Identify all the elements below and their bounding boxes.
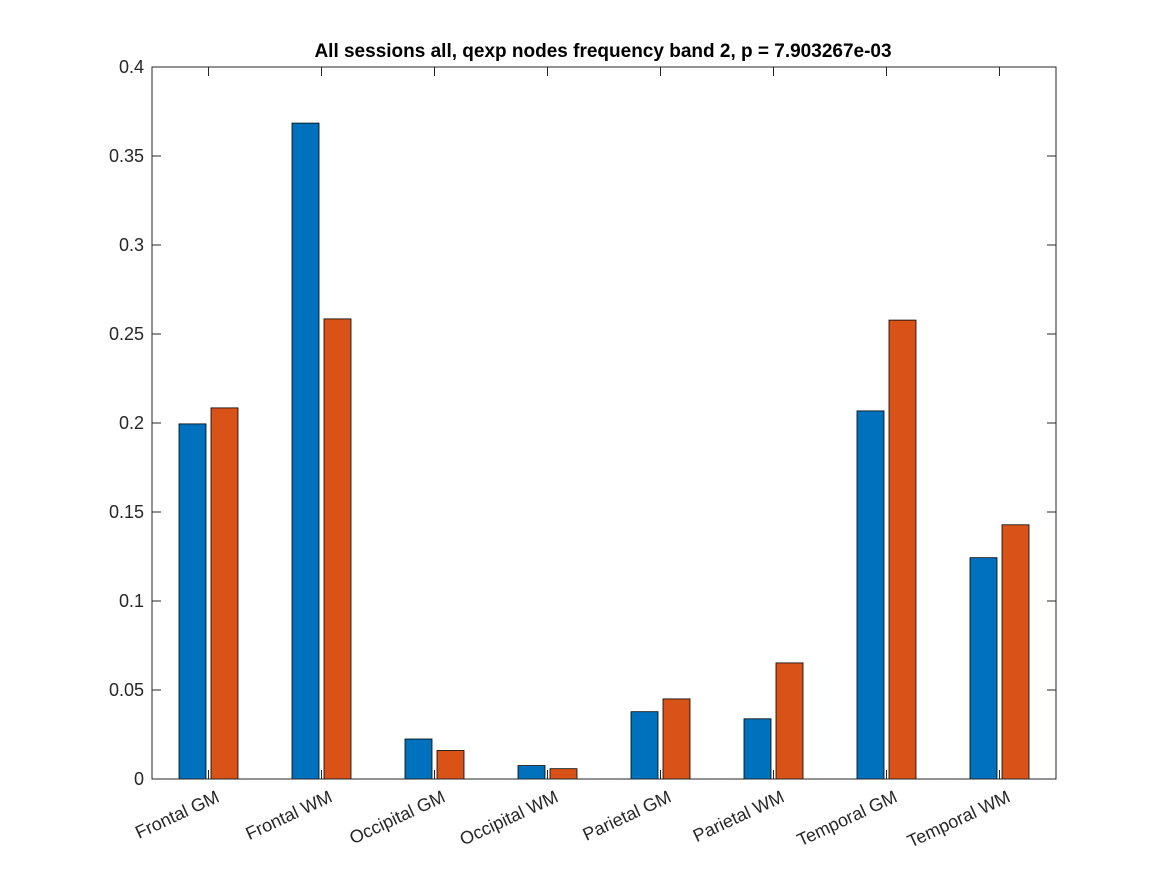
y-tick-label: 0.1 [119, 591, 144, 611]
bar-series-1-3 [517, 765, 546, 780]
bar-series-1-4 [630, 711, 659, 780]
y-tick-label: 0 [134, 769, 144, 789]
y-tick-label: 0.05 [109, 680, 144, 700]
bar-series-2-0 [210, 407, 239, 780]
chart-title: All sessions all, qexp nodes frequency b… [314, 41, 891, 62]
bar-series-2-3 [549, 768, 578, 780]
bar-series-2-4 [662, 698, 691, 780]
bar-series-1-6 [856, 410, 885, 780]
bar-series-2-5 [775, 662, 804, 780]
y-tick-label: 0.3 [119, 235, 144, 255]
bar-series-1-2 [404, 738, 433, 780]
y-tick-label: 0.2 [119, 413, 144, 433]
bars-group [178, 122, 1030, 780]
y-tick-label: 0.35 [109, 146, 144, 166]
y-tick-label: 0.25 [109, 324, 144, 344]
bar-series-2-7 [1001, 524, 1030, 780]
y-tick-label: 0.4 [119, 57, 144, 77]
bar-series-1-7 [969, 557, 998, 780]
bar-series-2-6 [888, 319, 917, 780]
y-axis-ticks: 0 0.05 0.1 0.15 0.2 0.25 0.3 0.35 0.4 [109, 57, 1056, 789]
bar-series-1-5 [743, 718, 772, 780]
bar-series-1-1 [291, 122, 320, 780]
bar-series-2-2 [436, 750, 465, 780]
bar-series-1-0 [178, 423, 207, 780]
y-tick-label: 0.15 [109, 502, 144, 522]
bar-series-2-1 [323, 318, 352, 780]
axes-box [151, 66, 1057, 780]
